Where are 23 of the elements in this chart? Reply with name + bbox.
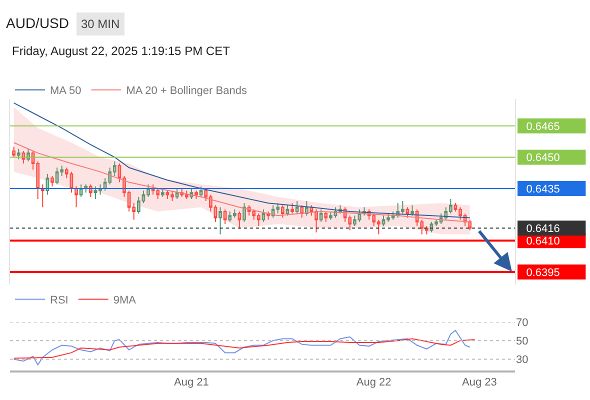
x-tick-label: Aug 21 bbox=[174, 376, 209, 389]
line-series bbox=[13, 102, 470, 218]
x-tick-label: Aug 23 bbox=[462, 376, 497, 389]
line-series bbox=[13, 142, 470, 222]
y-tick-label: 0.6416 bbox=[526, 222, 560, 235]
legend-label: MA 50 bbox=[50, 85, 82, 98]
y-tick-label: 50 bbox=[516, 335, 528, 348]
text: 30 MIN bbox=[81, 17, 120, 31]
chart-subtitle: Friday, August 22, 2025 1:19:15 PM CET bbox=[12, 44, 231, 58]
y-tick-label: 0.6465 bbox=[526, 120, 560, 133]
y-tick-label: 70 bbox=[516, 316, 528, 329]
legend-label: MA 20 + Bollinger Bands bbox=[126, 85, 248, 98]
legend-label: RSI bbox=[50, 294, 68, 307]
legend-label: 9MA bbox=[113, 294, 137, 307]
y-tick-label: 0.6435 bbox=[526, 183, 560, 196]
line-series bbox=[13, 338, 476, 359]
y-tick-label: 0.6410 bbox=[526, 236, 560, 248]
y-tick-label: 30 bbox=[516, 354, 528, 366]
line-series bbox=[13, 330, 470, 366]
chart-title: AUD/USD bbox=[6, 15, 70, 31]
y-tick-label: 0.6450 bbox=[526, 152, 560, 164]
y-tick-label: 0.6395 bbox=[526, 266, 560, 279]
x-tick-label: Aug 22 bbox=[356, 376, 392, 389]
